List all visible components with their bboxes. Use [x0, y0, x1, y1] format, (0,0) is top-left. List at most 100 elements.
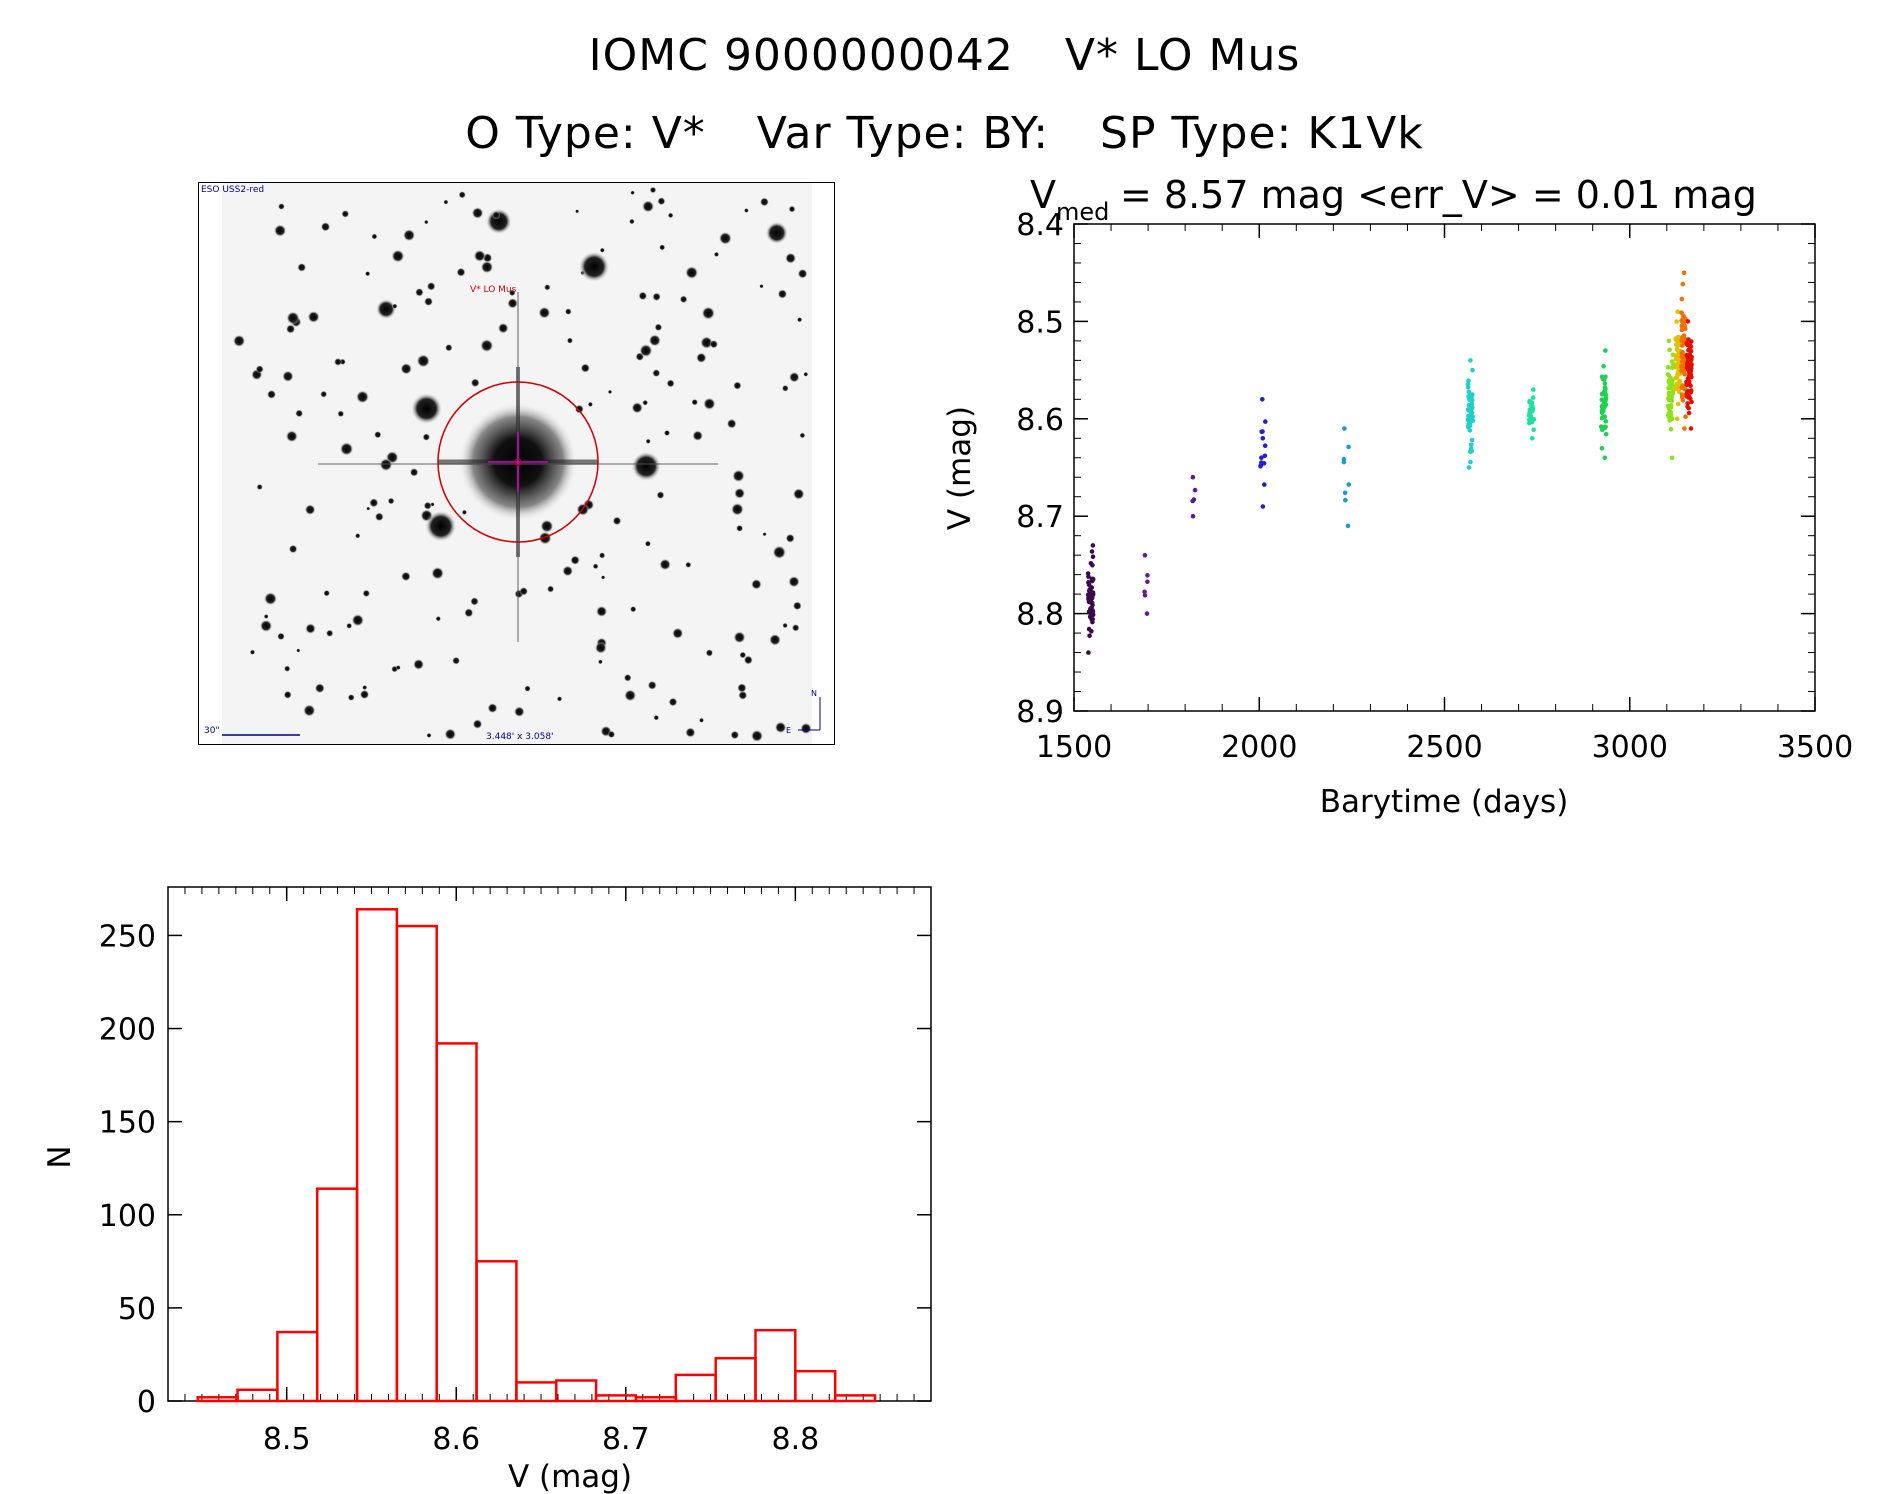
- histogram-plot-area: [167, 886, 932, 1402]
- finder-star: [307, 310, 320, 324]
- finder-star: [598, 552, 606, 559]
- histogram-xlabel: V (mag): [508, 1459, 632, 1494]
- finder-star: [652, 368, 661, 378]
- finder-star: [788, 371, 800, 383]
- light-curve-point: [1530, 408, 1535, 413]
- finder-star: [730, 502, 745, 516]
- finder-star: [692, 430, 704, 442]
- light-curve-point: [1190, 474, 1196, 480]
- light-curve-point: [1142, 592, 1148, 598]
- finder-star: [374, 512, 384, 522]
- x-tick-label: 8.5: [263, 1422, 311, 1457]
- light-curve-point: [1346, 444, 1351, 450]
- finder-star: [797, 268, 808, 279]
- finder-star: [743, 655, 753, 665]
- finder-star: [659, 558, 672, 571]
- finder-star: [314, 683, 325, 694]
- finder-star: [580, 363, 591, 373]
- light-curve-point: [1680, 398, 1686, 403]
- finder-star: [320, 390, 328, 398]
- light-curve-point: [1087, 593, 1093, 598]
- finder-star: [422, 433, 431, 441]
- finder-star: [726, 418, 737, 429]
- light-curve-point: [1090, 608, 1095, 614]
- light-curve-point: [1602, 385, 1608, 390]
- finder-star: [519, 586, 529, 596]
- histogram-ylabel: N: [42, 1145, 78, 1168]
- light-curve-point: [1684, 365, 1690, 370]
- light-curve-point: [1677, 380, 1682, 386]
- light-curve-point: [1685, 319, 1691, 324]
- spectral-type: SP Type: K1Vk: [1100, 108, 1424, 159]
- finder-star: [540, 519, 554, 533]
- light-curve-point: [1603, 402, 1609, 407]
- light-curve-point: [1674, 384, 1680, 389]
- histogram-bar: [754, 1328, 797, 1403]
- light-curve-point: [1688, 366, 1694, 371]
- finder-star: [263, 591, 278, 606]
- light-curve-point: [1686, 347, 1691, 353]
- finder-star: [671, 627, 684, 640]
- histogram-ticks: 8.5 8.6 8.7 8.8 0 50 100 150 200 250: [99, 887, 932, 1457]
- finder-star: [424, 219, 429, 225]
- finder-star: [735, 524, 744, 532]
- finder-star: [574, 404, 584, 414]
- finder-star: [777, 289, 788, 299]
- light-curve-point: [1470, 367, 1475, 373]
- light-curve-point: [1465, 384, 1471, 390]
- finder-star: [232, 334, 246, 348]
- finder-star: [607, 730, 616, 739]
- finder-star: [444, 728, 457, 741]
- finder-star: [435, 615, 442, 622]
- finder-star: [730, 730, 740, 740]
- finder-star: [297, 262, 307, 272]
- light-curve-point: [1679, 364, 1684, 369]
- finder-star: [733, 381, 742, 390]
- light-curve-point: [1668, 414, 1674, 420]
- finder-star: [685, 727, 696, 738]
- histogram-bar: [395, 924, 438, 1403]
- finder-star: [285, 324, 296, 334]
- light-curve-point: [1603, 419, 1609, 424]
- finder-star: [283, 690, 292, 699]
- light-curve-point: [1192, 487, 1198, 493]
- finder-star: [492, 211, 501, 220]
- finder-star: [667, 212, 674, 219]
- finder-star: [612, 516, 622, 526]
- finder-star: [644, 540, 652, 547]
- light-curve-point: [1688, 344, 1694, 349]
- y-tick-label: 8.7: [1016, 500, 1064, 535]
- light-curve-point: [1679, 354, 1685, 360]
- light-curve-point: [1529, 418, 1534, 423]
- finder-star: [718, 231, 732, 245]
- light-curve-point: [1346, 482, 1352, 487]
- light-curve-point: [1682, 372, 1687, 377]
- finder-star: [698, 717, 705, 723]
- light-curve-point: [1681, 315, 1687, 320]
- scale-label: 30": [204, 726, 220, 736]
- x-tick-label: 8.7: [602, 1422, 650, 1457]
- finder-star: [631, 451, 662, 482]
- light-curve-point: [1599, 446, 1605, 451]
- light-curve-point: [1089, 617, 1095, 623]
- light-curve-point: [1190, 513, 1196, 519]
- light-curve-point: [1667, 409, 1673, 415]
- finder-star: [288, 544, 298, 554]
- histogram-bar: [515, 1381, 558, 1403]
- light-curve-point: [1087, 633, 1092, 638]
- light-curve-point: [1090, 590, 1096, 595]
- x-tick-label: 8.6: [432, 1422, 480, 1457]
- finder-star: [302, 704, 316, 717]
- finder-star: [685, 265, 699, 280]
- finder-star: [578, 251, 610, 283]
- finder-star: [623, 673, 632, 682]
- light-curve-point: [1603, 395, 1609, 401]
- finder-star: [362, 684, 368, 691]
- light-curve-point: [1088, 561, 1094, 566]
- finder-star: [639, 343, 653, 358]
- light-curve-point: [1602, 455, 1608, 461]
- light-curve-point: [1468, 459, 1473, 465]
- finder-star: [647, 680, 657, 690]
- light-curve-point: [1685, 401, 1690, 406]
- finder-star: [566, 337, 574, 344]
